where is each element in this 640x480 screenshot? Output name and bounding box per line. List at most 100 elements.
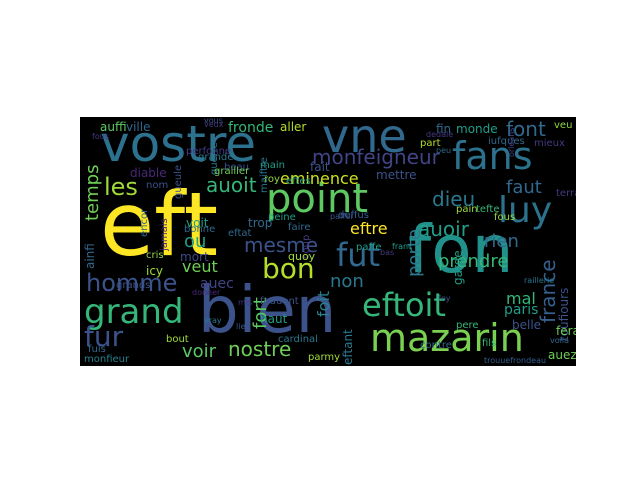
cloud-word: grailler xyxy=(214,166,250,177)
cloud-word: eminence xyxy=(280,169,359,188)
cloud-word: eftant xyxy=(341,329,355,365)
cloud-word: fait xyxy=(310,160,330,174)
cloud-word: mieux xyxy=(534,138,565,149)
cloud-word: fous xyxy=(92,132,109,141)
cloud-word: fous xyxy=(494,212,516,223)
cloud-word: parmy xyxy=(308,352,341,363)
cloud-word: monfieur xyxy=(84,354,130,365)
cloud-word: gueule xyxy=(173,164,184,199)
cloud-word: les xyxy=(104,173,138,201)
cloud-word: non xyxy=(330,271,364,292)
cloud-word: vous xyxy=(204,117,223,125)
cloud-word: paris xyxy=(504,302,539,318)
cloud-word: mazarin xyxy=(370,316,524,360)
cloud-word: ainfi xyxy=(83,243,97,269)
cloud-word: fur xyxy=(84,320,124,353)
cloud-word: mal xyxy=(506,289,536,308)
cloud-word: auoir xyxy=(418,217,469,241)
cloud-word: cris xyxy=(146,250,164,261)
cloud-word: perfonne xyxy=(186,146,232,157)
cloud-word: mesme xyxy=(244,233,318,257)
cloud-word: vne xyxy=(322,117,407,163)
cloud-word: point xyxy=(266,176,369,222)
cloud-word: roy xyxy=(264,174,280,185)
cloud-word: quoy xyxy=(288,250,316,263)
cloud-word: cardinal xyxy=(278,334,318,345)
cloud-word: fuis xyxy=(88,344,106,355)
cloud-word: donner xyxy=(192,288,221,297)
cloud-word: auffi xyxy=(100,120,127,134)
cloud-word: fouuent xyxy=(260,296,299,307)
cloud-word: encor xyxy=(139,208,150,237)
cloud-word: grands xyxy=(116,280,151,291)
cloud-word: nom xyxy=(146,180,169,191)
cloud-word: dieu xyxy=(432,187,476,211)
cloud-word: mis xyxy=(238,298,253,307)
cloud-word: temps xyxy=(82,164,103,221)
cloud-word: prendre xyxy=(438,251,509,272)
word-cloud: eft bien fon vne vostre point mazarin ef… xyxy=(80,117,576,366)
cloud-word: iufques xyxy=(488,136,525,147)
cloud-word: vostre xyxy=(100,117,257,173)
cloud-word: fronde xyxy=(228,120,274,136)
cloud-word: contre xyxy=(420,340,452,351)
cloud-word: voila xyxy=(550,336,569,345)
cloud-word: beau xyxy=(224,162,249,173)
cloud-word: mettre xyxy=(376,168,417,182)
cloud-word: veux xyxy=(204,120,224,129)
cloud-word: peine xyxy=(268,212,296,223)
cloud-word: pain xyxy=(456,204,478,215)
cloud-word: nostre xyxy=(228,337,292,361)
cloud-word: faire xyxy=(288,222,311,233)
cloud-word: diable xyxy=(130,166,167,180)
cloud-word: bas xyxy=(380,248,395,257)
cloud-word: bien xyxy=(198,274,337,348)
cloud-word: ville xyxy=(126,120,151,134)
cloud-word: porte xyxy=(404,229,425,277)
cloud-word: auoit xyxy=(206,173,257,197)
cloud-word: mort xyxy=(180,250,209,264)
cloud-word: icy xyxy=(146,264,164,278)
cloud-word: pere xyxy=(456,320,479,331)
cloud-word: fon xyxy=(408,211,514,288)
cloud-word: eft xyxy=(100,173,219,276)
cloud-word: auez xyxy=(548,348,576,362)
cloud-word: foy xyxy=(438,294,451,303)
cloud-word: vray xyxy=(204,316,222,325)
cloud-word: main xyxy=(260,160,285,171)
cloud-word: fut xyxy=(336,236,381,274)
cloud-word: fin xyxy=(436,122,452,136)
cloud-word: bon xyxy=(262,252,315,285)
cloud-word: paffer xyxy=(330,212,354,221)
cloud-word: monfeigneur xyxy=(312,145,440,169)
cloud-word: monde xyxy=(456,122,498,136)
cloud-word: tefte xyxy=(476,204,500,215)
cloud-word: eftre xyxy=(350,219,388,238)
cloud-word: fans xyxy=(452,134,533,178)
cloud-word: paffe xyxy=(356,242,382,253)
cloud-word: dedale xyxy=(426,130,454,139)
cloud-word: maiftre xyxy=(259,157,270,193)
cloud-word: luy xyxy=(498,190,553,231)
cloud-word: auec xyxy=(200,276,234,292)
cloud-word: homme xyxy=(86,269,178,297)
cloud-word: trop xyxy=(248,216,273,230)
cloud-word: eftat xyxy=(228,228,252,239)
cloud-word: voit xyxy=(186,216,209,230)
cloud-word: voir xyxy=(182,341,217,362)
cloud-word: jamais xyxy=(159,218,170,251)
cloud-word: veut xyxy=(182,257,218,276)
cloud-word: garde xyxy=(451,250,465,285)
cloud-word: font xyxy=(506,117,546,141)
cloud-word: raillerie xyxy=(524,276,555,285)
cloud-word: deffus xyxy=(338,210,369,221)
cloud-word: trouuefrondeau xyxy=(484,356,547,365)
cloud-word: franc xyxy=(392,242,413,251)
cloud-word: terra xyxy=(556,188,576,199)
cloud-word: eftes xyxy=(286,176,311,187)
cloud-word: bonne xyxy=(184,224,216,235)
cloud-word: aller xyxy=(280,120,307,134)
cloud-word: foit xyxy=(314,290,333,317)
cloud-word: lieu xyxy=(236,322,251,331)
